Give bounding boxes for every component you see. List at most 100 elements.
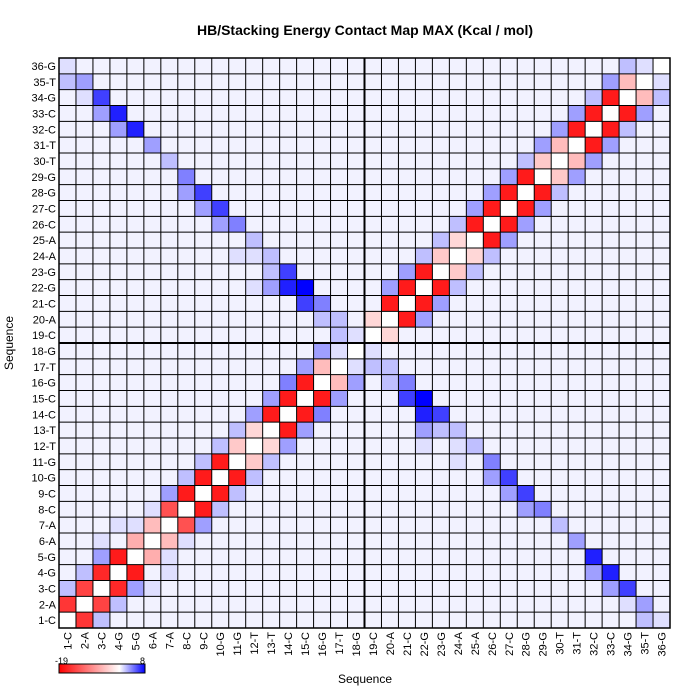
heatmap-cell [313, 153, 331, 169]
heatmap-cell [483, 263, 501, 280]
heatmap-cell [449, 73, 467, 90]
heatmap-cell [364, 612, 382, 628]
heatmap-cell [415, 279, 433, 296]
heatmap-cell [432, 279, 450, 296]
heatmap-cell [194, 453, 212, 470]
heatmap-cell [364, 422, 382, 438]
heatmap-cell [398, 390, 416, 407]
heatmap-cell [330, 453, 348, 470]
heatmap-cell [432, 358, 450, 375]
heatmap-cell [245, 279, 263, 296]
heatmap-cell [296, 596, 314, 613]
heatmap-cell [313, 184, 331, 201]
heatmap-cell [126, 438, 144, 454]
heatmap-cell [466, 105, 484, 122]
x-tick-label: 11-G [232, 632, 244, 656]
heatmap-cell [517, 343, 535, 359]
heatmap-cell [194, 279, 212, 296]
heatmap-cell [483, 548, 501, 565]
heatmap-cell [262, 469, 280, 486]
heatmap-cell [585, 612, 603, 628]
heatmap-cell [347, 422, 365, 438]
heatmap-cell [177, 374, 195, 391]
heatmap-cell [211, 168, 229, 185]
heatmap-cell [551, 327, 569, 343]
heatmap-cell [483, 374, 501, 391]
heatmap-cell [245, 248, 263, 264]
heatmap-cell [432, 73, 450, 90]
heatmap-cell [279, 248, 297, 264]
heatmap-cell [313, 232, 331, 248]
heatmap-cell [296, 232, 314, 248]
x-tick-label: 15-C [300, 632, 312, 656]
heatmap-cell [313, 564, 331, 581]
heatmap-cell [126, 168, 144, 185]
heatmap-cell [228, 168, 246, 185]
heatmap-cell [517, 105, 535, 122]
heatmap-cell [194, 216, 212, 233]
heatmap-cell [279, 263, 297, 280]
x-tick-labels: 1-C 2-A 3-C 4-G 5-G 6-A 7-A 8-C 9-C 10-G 11-G 12-T 1… [62, 631, 668, 656]
heatmap-cell [109, 469, 127, 486]
heatmap-cell [636, 216, 654, 233]
heatmap-cell [194, 406, 212, 423]
heatmap-cell [313, 279, 331, 296]
heatmap-cell [143, 279, 161, 296]
heatmap-cell [177, 73, 195, 90]
heatmap-cell [313, 168, 331, 185]
heatmap-cell [126, 343, 144, 359]
heatmap-cell [381, 517, 399, 533]
heatmap-cell [585, 469, 603, 486]
heatmap-cell [143, 438, 161, 454]
heatmap-cell [466, 517, 484, 533]
heatmap-cell [466, 533, 484, 549]
heatmap-cell [398, 153, 416, 169]
heatmap-cell [92, 105, 110, 122]
heatmap-cell [126, 548, 144, 565]
heatmap-cell [551, 137, 569, 153]
heatmap-cell [262, 200, 280, 217]
heatmap-cell [466, 358, 484, 375]
heatmap-cell [517, 374, 535, 391]
heatmap-cell [143, 406, 161, 423]
heatmap-cell [194, 580, 212, 597]
heatmap-cell [177, 311, 195, 328]
heatmap-cell [330, 438, 348, 454]
heatmap-cell [347, 279, 365, 296]
heatmap-cell [194, 548, 212, 565]
heatmap-cell [449, 469, 467, 486]
heatmap-cell [143, 216, 161, 233]
heatmap-cell [262, 580, 280, 597]
heatmap-cell [449, 612, 467, 628]
heatmap-cell [211, 612, 229, 628]
heatmap-cell [211, 453, 229, 470]
heatmap-cell [568, 596, 586, 613]
heatmap-cell [585, 137, 603, 153]
heatmap-cell [602, 263, 620, 280]
heatmap-cell [211, 564, 229, 581]
heatmap-cell [381, 184, 399, 201]
heatmap-cell [279, 168, 297, 185]
heatmap-cell [211, 406, 229, 423]
heatmap-cell [602, 580, 620, 597]
heatmap-cell [653, 406, 670, 423]
heatmap-cell [211, 485, 229, 502]
heatmap-cell [92, 438, 110, 454]
heatmap-cell [432, 453, 450, 470]
heatmap-cell [262, 216, 280, 233]
heatmap-cell [262, 422, 280, 438]
heatmap-cell [160, 137, 178, 153]
heatmap-cell [653, 168, 670, 185]
heatmap-cell [585, 295, 603, 312]
heatmap-cell [585, 216, 603, 233]
heatmap-cell [500, 137, 518, 153]
heatmap-cell [59, 580, 76, 597]
heatmap-cell [449, 232, 467, 248]
y-tick-label: 32-C [32, 124, 56, 136]
heatmap-cell [534, 343, 552, 359]
plot-frame [58, 57, 671, 629]
heatmap-cell [585, 517, 603, 533]
heatmap-cell [432, 485, 450, 502]
heatmap-cell [313, 58, 331, 74]
